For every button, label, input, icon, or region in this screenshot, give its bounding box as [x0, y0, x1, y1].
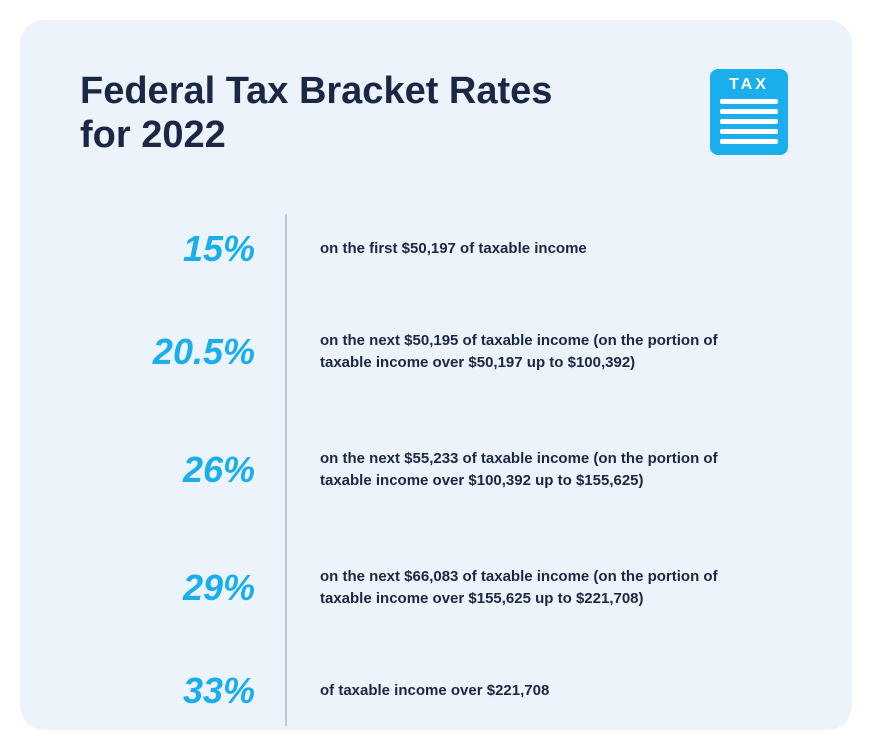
rate-value: 20.5% — [153, 331, 255, 372]
tax-bracket-card: Federal Tax Bracket Rates for 2022 TAX 1… — [20, 20, 852, 730]
rate-description: on the next $66,083 of taxable income (o… — [320, 566, 740, 610]
bracket-row: 26% on the next $55,233 of taxable incom… — [110, 420, 792, 520]
header: Federal Tax Bracket Rates for 2022 TAX — [80, 70, 792, 164]
icon-label: TAX — [729, 76, 769, 93]
rate-description: on the next $55,233 of taxable income (o… — [320, 448, 740, 492]
page-title: Federal Tax Bracket Rates for 2022 — [80, 70, 600, 157]
rate-cell: 33% — [110, 670, 285, 712]
desc-cell: on the next $50,195 of taxable income (o… — [285, 330, 792, 374]
rate-description: of taxable income over $221,708 — [320, 680, 740, 702]
tax-document-icon: TAX — [706, 65, 792, 164]
rate-cell: 15% — [110, 228, 285, 270]
icon-line-2 — [720, 109, 778, 114]
icon-line-1 — [720, 99, 778, 104]
rate-value: 15% — [183, 228, 255, 269]
vertical-divider — [285, 214, 287, 726]
rate-value: 29% — [183, 567, 255, 608]
rate-cell: 26% — [110, 449, 285, 491]
desc-cell: of taxable income over $221,708 — [285, 680, 792, 702]
rate-value: 26% — [183, 449, 255, 490]
rate-description: on the next $50,195 of taxable income (o… — [320, 330, 740, 374]
rate-value: 33% — [183, 670, 255, 711]
icon-line-4 — [720, 129, 778, 134]
rate-cell: 20.5% — [110, 331, 285, 373]
bracket-row: 15% on the first $50,197 of taxable inco… — [110, 214, 792, 284]
desc-cell: on the next $55,233 of taxable income (o… — [285, 448, 792, 492]
desc-cell: on the first $50,197 of taxable income — [285, 238, 792, 260]
bracket-row: 29% on the next $66,083 of taxable incom… — [110, 538, 792, 638]
desc-cell: on the next $66,083 of taxable income (o… — [285, 566, 792, 610]
bracket-row: 33% of taxable income over $221,708 — [110, 656, 792, 726]
tax-icon-svg: TAX — [706, 65, 792, 159]
bracket-row: 20.5% on the next $50,195 of taxable inc… — [110, 302, 792, 402]
rate-cell: 29% — [110, 567, 285, 609]
rate-description: on the first $50,197 of taxable income — [320, 238, 740, 260]
icon-line-3 — [720, 119, 778, 124]
brackets-container: 15% on the first $50,197 of taxable inco… — [80, 214, 792, 726]
icon-line-5 — [720, 139, 778, 144]
